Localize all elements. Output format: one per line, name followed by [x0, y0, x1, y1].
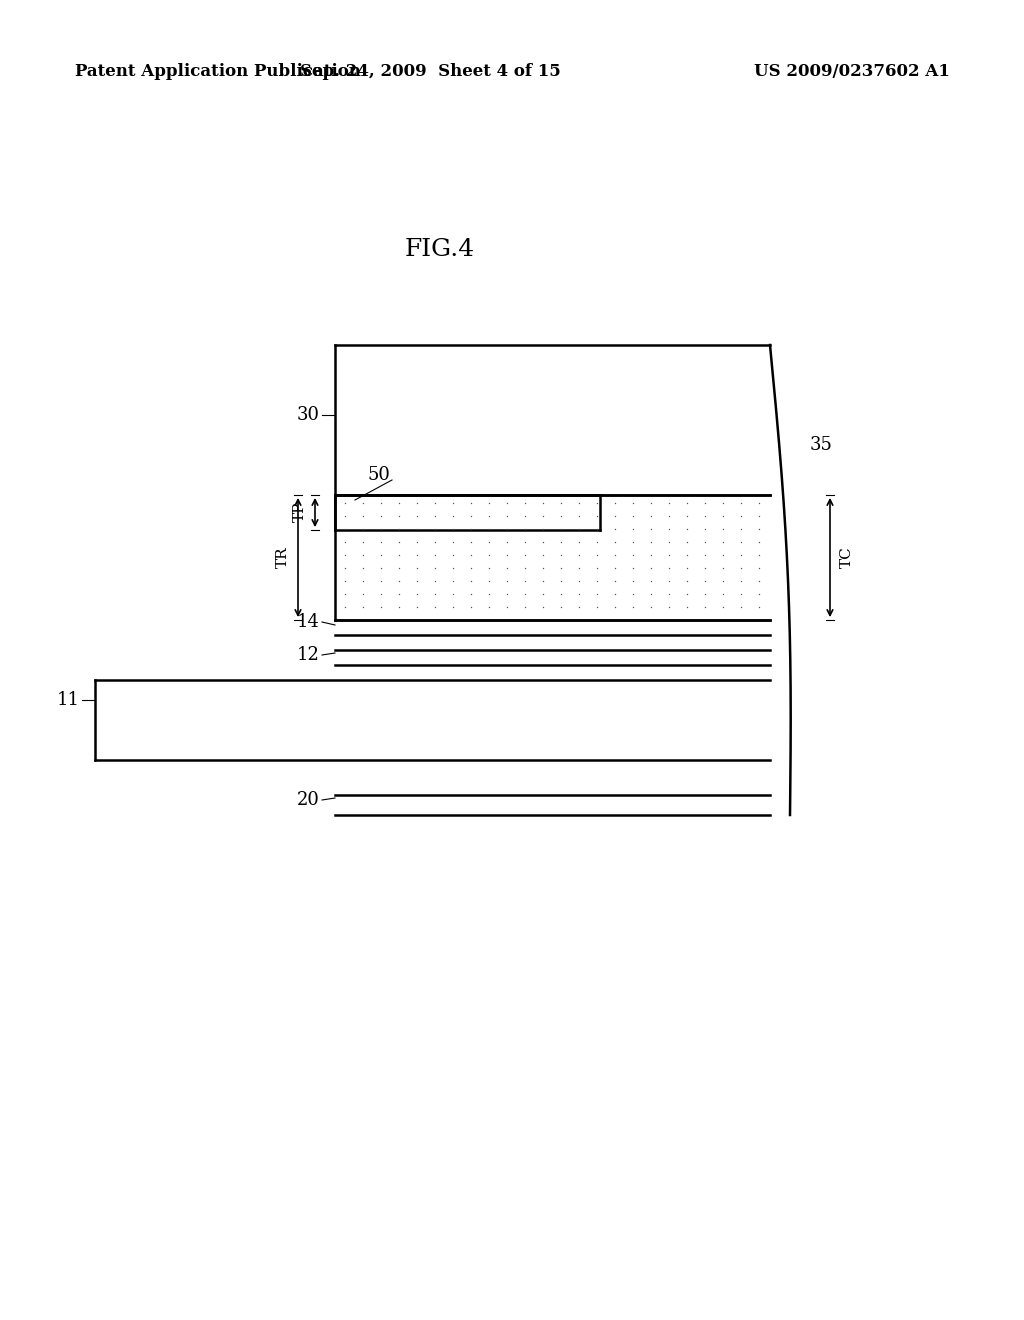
Text: TC: TC	[840, 546, 854, 568]
Text: 14: 14	[297, 612, 319, 631]
Text: 12: 12	[297, 645, 319, 664]
Bar	[335, 495, 770, 620]
Text: TP: TP	[293, 502, 307, 523]
Text: 50: 50	[368, 466, 390, 484]
Text: 30: 30	[297, 407, 319, 424]
Text: US 2009/0237602 A1: US 2009/0237602 A1	[754, 63, 950, 81]
Text: Patent Application Publication: Patent Application Publication	[75, 63, 360, 81]
Text: 20: 20	[297, 791, 319, 809]
Text: Sep. 24, 2009  Sheet 4 of 15: Sep. 24, 2009 Sheet 4 of 15	[300, 63, 560, 81]
Text: 11: 11	[57, 690, 80, 709]
Text: FIG.4: FIG.4	[404, 239, 475, 261]
Text: TR: TR	[276, 546, 290, 568]
Bar	[335, 495, 600, 531]
Text: 35: 35	[810, 436, 833, 454]
